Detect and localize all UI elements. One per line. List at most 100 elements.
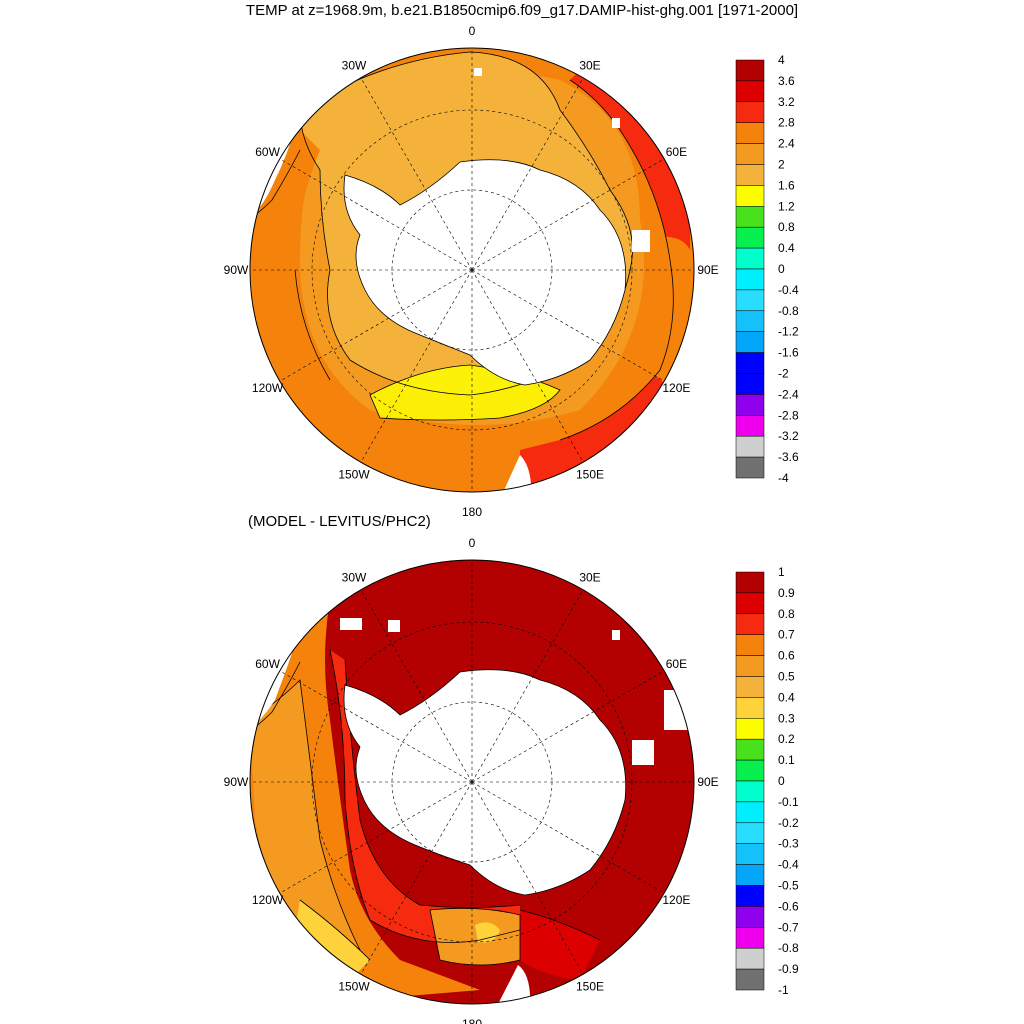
colorbar-swatch: [735, 435, 765, 458]
field-anomaly-0-7: [330, 650, 520, 943]
colorbar-tick-label: 2.4: [778, 137, 795, 151]
colorbar-swatch: [735, 613, 765, 635]
colorbar-tick-label: 2.8: [778, 116, 795, 130]
island-icon: [388, 620, 400, 632]
longitude-label: 30W: [342, 59, 367, 73]
longitude-label: 90W: [224, 263, 249, 277]
colorbar-tick-label: 2: [778, 158, 785, 172]
colorbar-swatch: [735, 101, 765, 123]
colorbar-swatch: [735, 927, 765, 949]
colorbar-tick-label: 3.6: [778, 74, 795, 88]
colorbar-tick-label: -0.4: [778, 858, 799, 872]
colorbar-swatch: [735, 331, 765, 353]
colorbar-swatch: [735, 697, 765, 719]
longitude-label: 0: [469, 536, 476, 550]
colorbar-swatch: [735, 718, 765, 740]
island-icon: [340, 618, 362, 630]
island-icon: [612, 630, 620, 640]
colorbar-swatch: [735, 226, 765, 249]
colorbar-swatch: [735, 634, 765, 656]
figure-title: TEMP at z=1968.9m, b.e21.B1850cmip6.f09_…: [245, 2, 799, 19]
colorbar-tick-label: -3.6: [778, 450, 799, 464]
longitude-label: 90E: [697, 775, 718, 789]
colorbar-tick-label: -2: [778, 367, 789, 381]
colorbar-swatch: [735, 738, 765, 761]
colorbar-tick-label: 3.2: [778, 95, 795, 109]
colorbar-swatch: [735, 843, 765, 865]
top-polar-map: 0 30E 60E 90E 120E 150E 180 150W 120W 90W 60W 30W: [224, 24, 719, 519]
colorbar-swatch: [735, 780, 765, 803]
colorbar-tick-label: 0.5: [778, 670, 795, 684]
longitude-label: 30E: [579, 59, 600, 73]
longitude-label: 60E: [666, 657, 687, 671]
colorbar-swatch: [735, 571, 765, 594]
colorbar-swatch: [735, 415, 765, 437]
colorbar-tick-label: -0.4: [778, 283, 799, 297]
colorbar-swatch: [735, 592, 765, 615]
longitude-label: 0: [469, 24, 476, 38]
colorbar-tick-label: -0.6: [778, 899, 799, 913]
colorbar-swatch: [735, 122, 765, 144]
colorbar-tick-label: -0.7: [778, 920, 799, 934]
longitude-label: 150E: [576, 467, 604, 481]
colorbar-swatch: [735, 822, 765, 844]
land-new-zealand: [495, 455, 532, 492]
bottom-colorbar: 1 0.9 0.8 0.7 0.6 0.5 0.4 0.3 0.2 0.1 0 -0.1 -0.2 -0.…: [735, 565, 799, 997]
colorbar-tick-label: -0.8: [778, 941, 799, 955]
colorbar-tick-label: 0.8: [778, 607, 795, 621]
colorbar-tick-label: 0.4: [778, 690, 795, 704]
colorbar-tick-label: -3.2: [778, 429, 799, 443]
colorbar-tick-label: 0.4: [778, 241, 795, 255]
colorbar-swatch: [735, 394, 765, 416]
island-icon: [474, 68, 482, 76]
longitude-label: 120E: [662, 893, 690, 907]
bottom-panel-subtitle: (MODEL - LEVITUS/PHC2): [248, 513, 431, 530]
longitude-label: 60E: [666, 145, 687, 159]
colorbar-swatch: [735, 968, 765, 991]
colorbar-swatch: [735, 885, 765, 907]
colorbar-swatch: [735, 59, 765, 82]
colorbar-swatch: [735, 373, 765, 395]
colorbar-swatch: [735, 289, 765, 312]
colorbar-swatch: [735, 655, 765, 677]
bottom-longitude-labels: 0 30E 60E 90E 120E 150E 180 150W 120W 90W 60W 30W: [224, 536, 719, 1024]
longitude-label: 180: [462, 1017, 482, 1024]
colorbar-swatch: [735, 80, 765, 103]
longitude-label: 90W: [224, 775, 249, 789]
colorbar-swatch: [735, 310, 765, 332]
bottom-map-field: [250, 560, 694, 1004]
colorbar-swatch: [735, 268, 765, 291]
colorbar-swatch: [735, 247, 765, 270]
island-icon: [632, 230, 650, 252]
colorbar-tick-label: -2.8: [778, 408, 799, 422]
colorbar-swatch: [735, 206, 765, 228]
colorbar-swatch: [735, 143, 765, 165]
field-west-band: [250, 130, 330, 400]
longitude-label: 30E: [579, 571, 600, 585]
field-anomaly-ross-patch: [475, 922, 500, 943]
longitude-label: 60W: [255, 145, 280, 159]
field-anomaly-0-4: [295, 900, 370, 990]
bottom-polar-map: 0 30E 60E 90E 120E 150E 180 150W 120W 90W 60W 30W: [224, 536, 719, 1024]
colorbar-swatch: [735, 801, 765, 824]
colorbar-tick-label: 0.6: [778, 649, 795, 663]
field-band-2-8-east: [560, 70, 690, 470]
colorbar-tick-label: -1.6: [778, 346, 799, 360]
colorbar-tick-label: 0.9: [778, 586, 795, 600]
bottom-graticule: [250, 560, 694, 1004]
colorbar-tick-label: 0: [778, 774, 785, 788]
longitude-label: 150W: [338, 467, 370, 481]
colorbar-tick-label: -0.8: [778, 304, 799, 318]
colorbar-tick-label: -0.9: [778, 962, 799, 976]
colorbar-tick-label: -4: [778, 471, 789, 485]
colorbar-tick-label: 0: [778, 262, 785, 276]
colorbar-swatch: [735, 759, 765, 782]
longitude-label: 30W: [342, 571, 367, 585]
island-icon: [632, 740, 654, 765]
top-colorbar: 4 3.6 3.2 2.8 2.4 2 1.6 1.2 0.8 0.4 0 -0.4 -0.8 -1.2 -…: [735, 53, 799, 485]
land-antarctica: [343, 159, 627, 386]
colorbar-tick-label: 1: [778, 565, 785, 579]
top-longitude-labels: 0 30E 60E 90E 120E 150E 180 150W 120W 90W 60W 30W: [224, 24, 719, 519]
colorbar-tick-label: -0.2: [778, 816, 799, 830]
colorbar-tick-label: -1.2: [778, 325, 799, 339]
